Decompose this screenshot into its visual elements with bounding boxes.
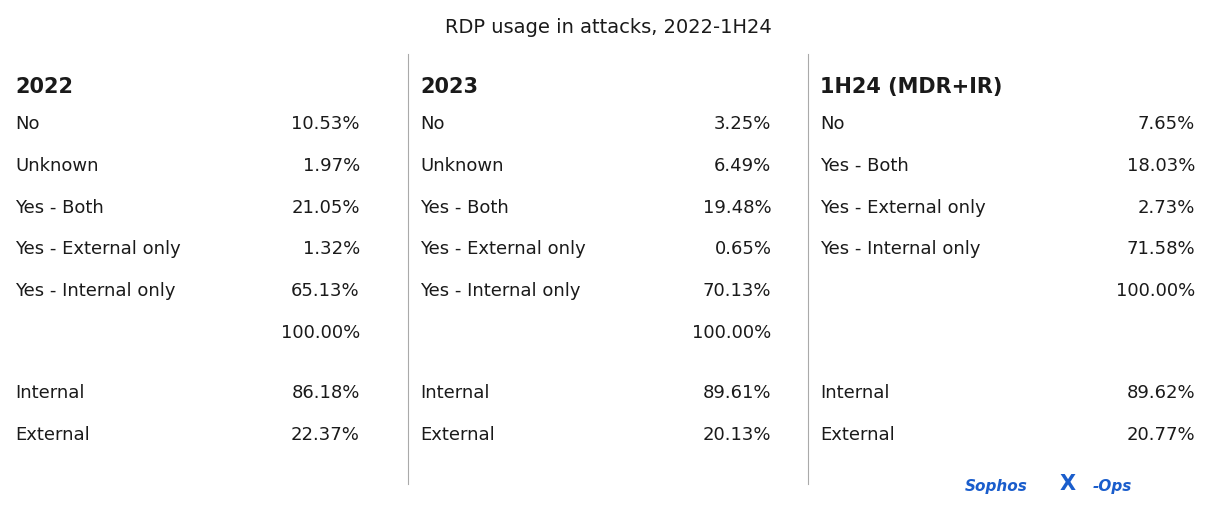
Text: Yes - External only: Yes - External only	[820, 199, 986, 217]
Text: Yes - External only: Yes - External only	[421, 240, 586, 258]
Text: 19.48%: 19.48%	[703, 199, 771, 217]
Text: No: No	[421, 115, 445, 133]
Text: Yes - External only: Yes - External only	[15, 240, 181, 258]
Text: 100.00%: 100.00%	[692, 324, 771, 342]
Text: 1H24 (MDR+IR): 1H24 (MDR+IR)	[820, 77, 1002, 97]
Text: 100.00%: 100.00%	[1116, 282, 1195, 300]
Text: 20.13%: 20.13%	[703, 426, 771, 444]
Text: Internal: Internal	[820, 384, 889, 402]
Text: 21.05%: 21.05%	[292, 199, 360, 217]
Text: Yes - Both: Yes - Both	[15, 199, 103, 217]
Text: External: External	[15, 426, 90, 444]
Text: 2.73%: 2.73%	[1138, 199, 1195, 217]
Text: Yes - Both: Yes - Both	[820, 157, 908, 175]
Text: 6.49%: 6.49%	[714, 157, 771, 175]
Text: 2022: 2022	[15, 77, 73, 97]
Text: 1.97%: 1.97%	[303, 157, 360, 175]
Text: 70.13%: 70.13%	[703, 282, 771, 300]
Text: Internal: Internal	[421, 384, 490, 402]
Text: RDP usage in attacks, 2022-1H24: RDP usage in attacks, 2022-1H24	[445, 18, 771, 37]
Text: Internal: Internal	[15, 384, 84, 402]
Text: -Ops: -Ops	[1092, 479, 1132, 494]
Text: 100.00%: 100.00%	[281, 324, 360, 342]
Text: 18.03%: 18.03%	[1127, 157, 1195, 175]
Text: Yes - Internal only: Yes - Internal only	[421, 282, 581, 300]
Text: 71.58%: 71.58%	[1126, 240, 1195, 258]
Text: 10.53%: 10.53%	[292, 115, 360, 133]
Text: 7.65%: 7.65%	[1138, 115, 1195, 133]
Text: Unknown: Unknown	[421, 157, 503, 175]
Text: Yes - Internal only: Yes - Internal only	[820, 240, 980, 258]
Text: 20.77%: 20.77%	[1126, 426, 1195, 444]
Text: Unknown: Unknown	[15, 157, 98, 175]
Text: No: No	[820, 115, 844, 133]
Text: 1.32%: 1.32%	[303, 240, 360, 258]
Text: Yes - Internal only: Yes - Internal only	[15, 282, 175, 300]
Text: External: External	[421, 426, 495, 444]
Text: 2023: 2023	[421, 77, 478, 97]
Text: 3.25%: 3.25%	[714, 115, 771, 133]
Text: External: External	[820, 426, 895, 444]
Text: 89.62%: 89.62%	[1126, 384, 1195, 402]
Text: 65.13%: 65.13%	[292, 282, 360, 300]
Text: 86.18%: 86.18%	[292, 384, 360, 402]
Text: 22.37%: 22.37%	[291, 426, 360, 444]
Text: Sophos: Sophos	[966, 479, 1028, 494]
Text: 0.65%: 0.65%	[715, 240, 771, 258]
Text: Yes - Both: Yes - Both	[421, 199, 510, 217]
Text: X: X	[1059, 474, 1076, 494]
Text: No: No	[15, 115, 39, 133]
Text: 89.61%: 89.61%	[703, 384, 771, 402]
